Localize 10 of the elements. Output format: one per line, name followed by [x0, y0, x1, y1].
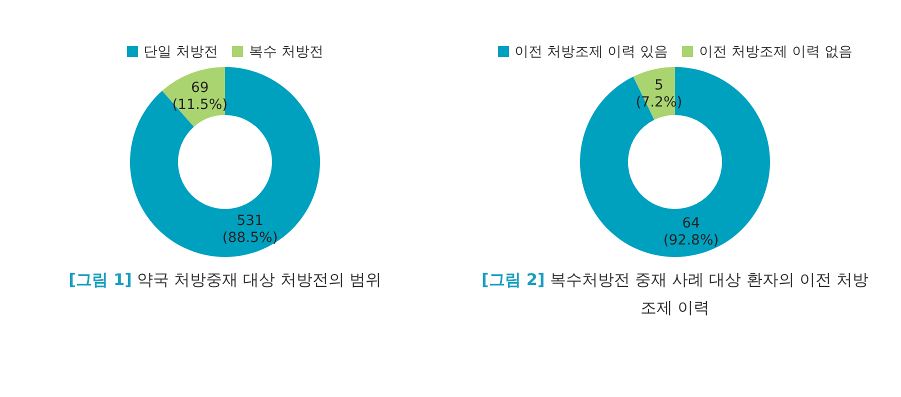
- legend-label: 이전 처방조제 이력 없음: [698, 43, 852, 61]
- donut-slice: [130, 67, 320, 257]
- text: [그림 1] 약국 처방중재 대상 처방전의 범위: [68, 269, 382, 291]
- legend-label: 복수 처방전: [248, 43, 324, 61]
- data-label: 531 (88.5%): [222, 212, 278, 246]
- data-label: 64 (92.8%): [663, 216, 719, 249]
- legend-label: 단일 처방전: [142, 43, 218, 61]
- text: [그림 2] 복수처방전 중재 사례 대상 환자의 이전 처방조제 이력: [480, 269, 870, 319]
- donut-slice: [580, 67, 770, 257]
- legend-label: 이전 처방조제 이력 있음: [514, 43, 668, 61]
